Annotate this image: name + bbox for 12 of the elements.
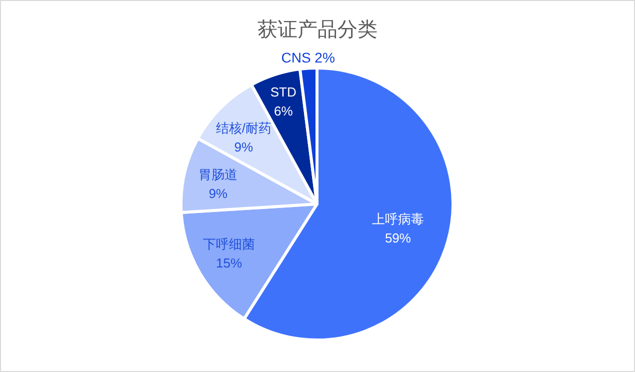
data-label: 59%: [384, 230, 412, 246]
data-label: 6%: [274, 104, 294, 119]
chart-title: 获证产品分类: [258, 19, 378, 41]
slice-label: 结核/耐药: [216, 120, 272, 136]
slice-label: 下呼细菌: [203, 236, 256, 252]
slice-label: 胃肠道: [198, 167, 238, 182]
data-label: 15%: [216, 255, 242, 270]
slice-label: STD: [270, 84, 296, 100]
slice-label: 上呼病毒: [372, 212, 424, 227]
data-label: 9%: [208, 186, 228, 202]
slice-label: CNS 2%: [281, 49, 335, 66]
data-label: 9%: [234, 140, 254, 155]
